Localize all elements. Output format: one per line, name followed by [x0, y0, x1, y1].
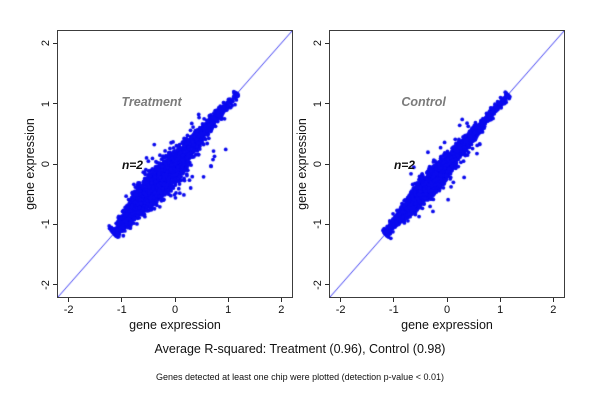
x-axis-title-treatment: gene expression	[129, 318, 221, 332]
y-tick-label: -1	[40, 219, 52, 230]
plot-area-control	[329, 30, 565, 298]
x-tick-label: 2	[278, 304, 285, 316]
n-annotation-control: n=2	[393, 158, 415, 173]
x-tick-label: 0	[443, 304, 451, 316]
x-tick-mark	[499, 298, 501, 302]
x-tick-label: -1	[388, 304, 399, 316]
y-tick-mark	[53, 163, 57, 165]
y-tick-label: 0	[312, 160, 324, 168]
x-tick-mark	[174, 298, 176, 302]
scatter-canvas-treatment	[58, 31, 292, 297]
y-axis-title-control: gene expression	[295, 118, 309, 210]
y-tick-mark	[325, 163, 329, 165]
x-tick-mark	[552, 298, 554, 302]
y-tick-mark	[53, 223, 57, 225]
x-tick-label: -2	[63, 304, 74, 316]
y-tick-label: 2	[40, 40, 52, 47]
x-tick-mark	[446, 298, 448, 302]
y-tick-mark	[325, 223, 329, 225]
x-tick-mark	[121, 298, 123, 302]
y-tick-mark	[53, 284, 57, 286]
y-tick-mark	[325, 103, 329, 105]
x-tick-label: 2	[550, 304, 557, 316]
x-tick-mark	[393, 298, 395, 302]
y-tick-label: 2	[312, 40, 324, 47]
y-tick-label: -2	[312, 280, 324, 290]
y-tick-label: -2	[40, 280, 52, 290]
caption-r-squared: Average R-squared: Treatment (0.96), Con…	[154, 342, 446, 356]
y-tick-label: 1	[40, 100, 52, 107]
x-tick-label: 1	[225, 304, 232, 316]
caption-detection-note: Genes detected at least one chip were pl…	[156, 372, 444, 382]
x-tick-label: 0	[171, 304, 179, 316]
y-tick-mark	[53, 42, 57, 44]
scatter-canvas-control	[330, 31, 564, 297]
x-tick-label: -1	[116, 304, 127, 316]
x-tick-mark	[280, 298, 282, 302]
y-tick-mark	[53, 103, 57, 105]
n-annotation-treatment: n=2	[121, 158, 143, 173]
x-tick-mark	[340, 298, 342, 302]
x-tick-label: -2	[335, 304, 346, 316]
x-axis-title-control: gene expression	[401, 318, 493, 332]
panel-title-control: Control	[401, 95, 446, 110]
y-tick-mark	[325, 42, 329, 44]
y-tick-label: 1	[312, 100, 324, 107]
x-tick-mark	[68, 298, 70, 302]
y-tick-label: 0	[40, 160, 52, 168]
x-tick-mark	[227, 298, 229, 302]
y-tick-label: -1	[312, 219, 324, 230]
x-tick-label: 1	[497, 304, 504, 316]
panel-title-treatment: Treatment	[121, 95, 182, 110]
plot-area-treatment	[57, 30, 293, 298]
y-axis-title-treatment: gene expression	[23, 118, 37, 210]
y-tick-mark	[325, 284, 329, 286]
